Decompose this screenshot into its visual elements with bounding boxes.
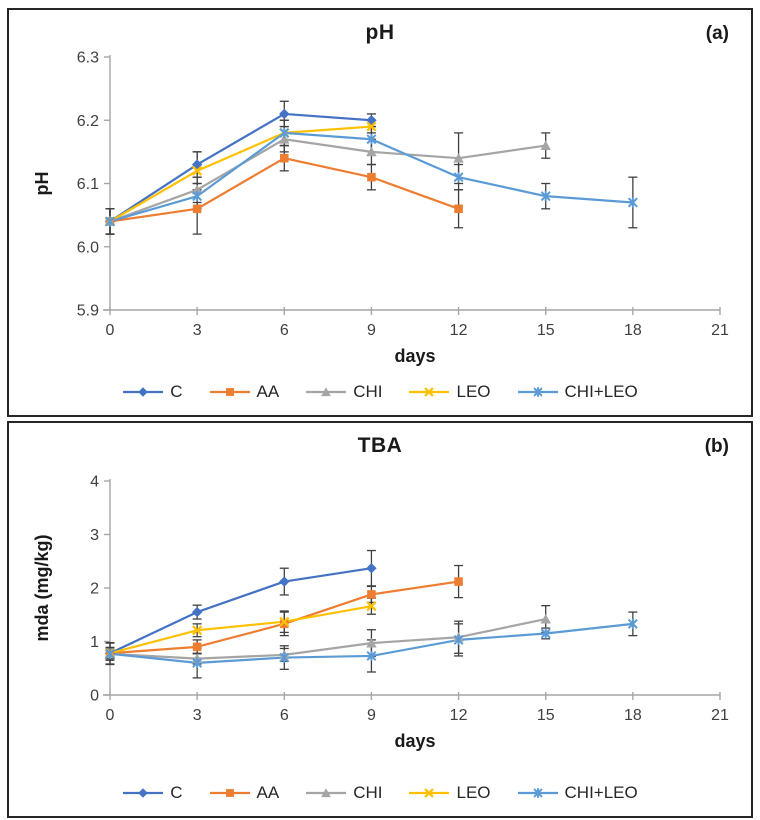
legend-label: CHI+LEO <box>564 783 638 802</box>
svg-text:3: 3 <box>193 322 202 339</box>
svg-text:6.0: 6.0 <box>77 239 99 256</box>
legend-marker-triangle-icon <box>306 387 347 397</box>
legend-marker-asterisk-icon <box>517 387 558 397</box>
legend-item-c: C <box>122 382 183 402</box>
panel-label-a: (a) <box>705 23 729 44</box>
legend-label: LEO <box>456 783 491 802</box>
svg-text:pH: pH <box>32 172 52 196</box>
panel-label-b: (b) <box>704 436 729 457</box>
legend-label: AA <box>256 783 280 802</box>
svg-text:1: 1 <box>90 634 99 651</box>
legend-marker-triangle-icon <box>306 788 347 798</box>
ph-line-chart: 0 3 6 9 12 15 18 21 5.9 6.0 6.1 6.2 6.3 days pH <box>32 50 729 367</box>
svg-text:15: 15 <box>537 707 555 724</box>
svg-text:3: 3 <box>193 707 202 724</box>
svg-text:4: 4 <box>90 474 99 491</box>
svg-text:days: days <box>394 346 435 366</box>
chart-panel-a: 0 3 6 9 12 15 18 21 5.9 6.0 6.1 6.2 6.3 days pH pH (a)… <box>7 8 753 417</box>
chart-legend-ph: C AA CHI LEO CHI+LEO <box>9 382 751 402</box>
legend-label: CHI+LEO <box>564 382 638 401</box>
svg-text:9: 9 <box>367 707 376 724</box>
svg-text:6.3: 6.3 <box>77 50 99 67</box>
svg-text:6.1: 6.1 <box>77 176 99 193</box>
svg-text:6.2: 6.2 <box>77 113 99 130</box>
legend-label: C <box>170 783 183 802</box>
legend-marker-diamond-icon <box>123 788 164 798</box>
chart-title-tba: TBA <box>357 434 403 457</box>
svg-text:2: 2 <box>90 581 99 598</box>
legend-label: AA <box>256 382 280 401</box>
svg-text:0: 0 <box>90 688 99 705</box>
chart-title-ph: pH <box>365 21 395 44</box>
svg-text:12: 12 <box>450 707 468 724</box>
svg-text:0: 0 <box>106 707 115 724</box>
legend-marker-x-icon <box>409 788 450 798</box>
legend-item-c: C <box>122 783 183 803</box>
legend-item-chi-leo: CHI+LEO <box>517 382 638 402</box>
svg-text:18: 18 <box>624 707 642 724</box>
legend-item-aa: AA <box>209 783 280 803</box>
svg-text:18: 18 <box>624 322 642 339</box>
svg-text:21: 21 <box>711 707 729 724</box>
svg-text:6: 6 <box>280 322 289 339</box>
svg-text:12: 12 <box>450 322 468 339</box>
legend-item-chi: CHI <box>305 382 382 402</box>
legend-label: C <box>170 382 183 401</box>
legend-label: LEO <box>456 382 491 401</box>
svg-text:days: days <box>394 731 435 751</box>
legend-marker-asterisk-icon <box>517 788 558 798</box>
svg-text:mda (mg/kg): mda (mg/kg) <box>32 534 52 641</box>
legend-item-aa: AA <box>209 382 280 402</box>
chart-panel-b: 0 3 6 9 12 15 18 21 0 1 2 3 4 days mda (mg/kg) TBA (b)… <box>7 421 753 818</box>
legend-label: CHI <box>353 382 383 401</box>
svg-text:5.9: 5.9 <box>77 303 99 320</box>
svg-text:0: 0 <box>106 322 115 339</box>
legend-marker-square-icon <box>209 388 250 396</box>
legend-marker-square-icon <box>209 789 250 797</box>
legend-item-chi-leo: CHI+LEO <box>517 783 638 803</box>
svg-text:3: 3 <box>90 527 99 544</box>
legend-item-leo: LEO <box>408 783 491 803</box>
svg-text:15: 15 <box>537 322 555 339</box>
legend-marker-diamond-icon <box>123 387 164 397</box>
svg-text:21: 21 <box>711 322 729 339</box>
legend-item-leo: LEO <box>408 382 491 402</box>
svg-text:9: 9 <box>367 322 376 339</box>
legend-label: CHI <box>353 783 383 802</box>
svg-text:6: 6 <box>280 707 289 724</box>
legend-marker-x-icon <box>409 387 450 397</box>
chart-legend-tba: C AA CHI LEO CHI+LEO <box>9 783 751 803</box>
legend-item-chi: CHI <box>305 783 382 803</box>
